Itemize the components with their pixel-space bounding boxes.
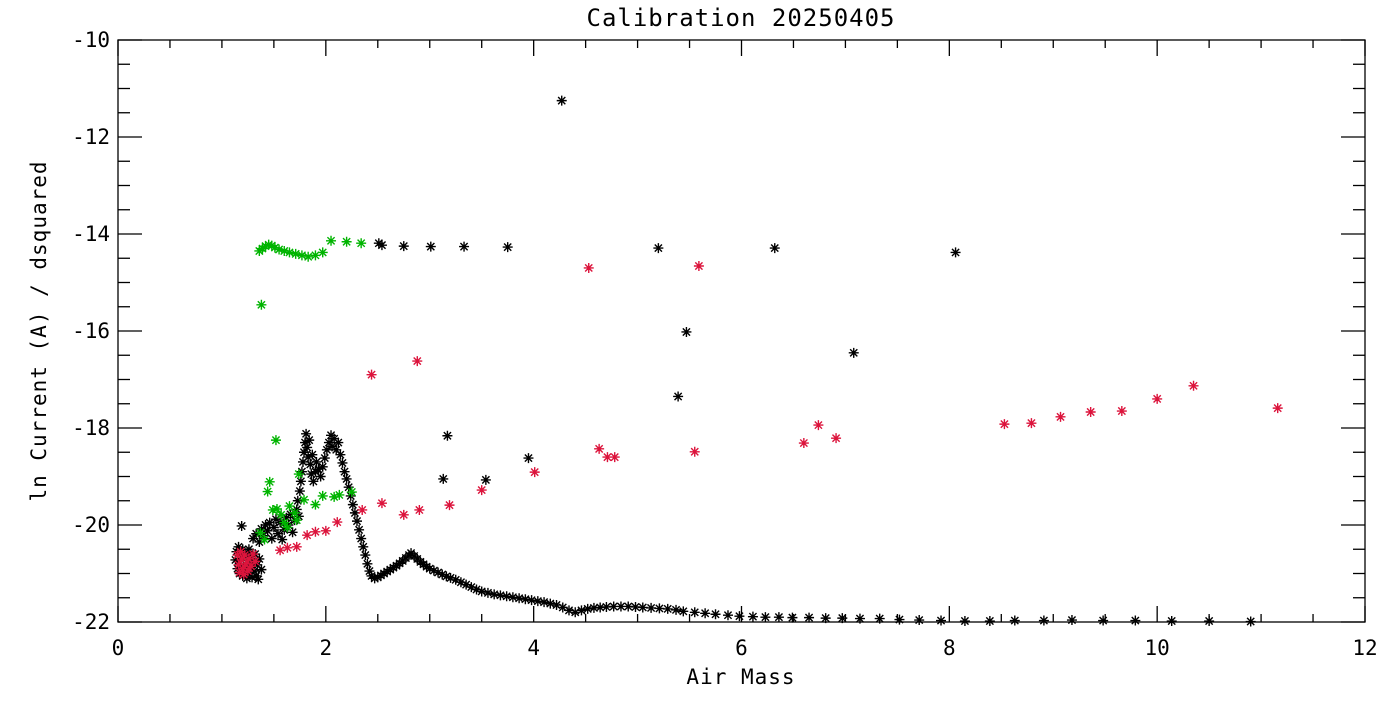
y-tick-label: -18 — [72, 416, 110, 440]
series-black-outliers — [373, 95, 961, 485]
axis-ticks — [117, 39, 1366, 623]
x-tick-label: 6 — [735, 636, 748, 660]
plot-title: Calibration 20250405 — [587, 4, 896, 32]
data-points-green-series — [254, 235, 367, 545]
x-tick-label: 0 — [112, 636, 125, 660]
y-tick-label: -20 — [72, 513, 110, 537]
data-series — [230, 95, 1283, 627]
x-tick-label: 10 — [1145, 636, 1170, 660]
x-tick-label: 4 — [527, 636, 540, 660]
series-red-series — [232, 261, 1283, 580]
y-axis-label: ln Current (A) / dsquared — [27, 160, 51, 501]
axis-tick-labels: 0 2 4 6 8 10 12 -22 -20 -18 -16 -14 -12 -10 — [72, 28, 1378, 660]
data-points-black-outliers — [373, 95, 961, 485]
y-tick-label: -10 — [72, 28, 110, 52]
x-tick-label: 12 — [1352, 636, 1377, 660]
data-points-red-series — [232, 261, 1283, 580]
data-points-black-dense-trace — [230, 428, 1256, 627]
y-tick-label: -12 — [72, 125, 110, 149]
x-axis-label: Air Mass — [686, 665, 795, 689]
series-green-series — [254, 235, 367, 545]
y-tick-label: -14 — [72, 222, 110, 246]
x-tick-label: 2 — [320, 636, 333, 660]
y-tick-label: -22 — [72, 610, 110, 634]
y-tick-label: -16 — [72, 319, 110, 343]
x-tick-label: 8 — [943, 636, 956, 660]
series-black-dense-trace — [230, 428, 1256, 627]
